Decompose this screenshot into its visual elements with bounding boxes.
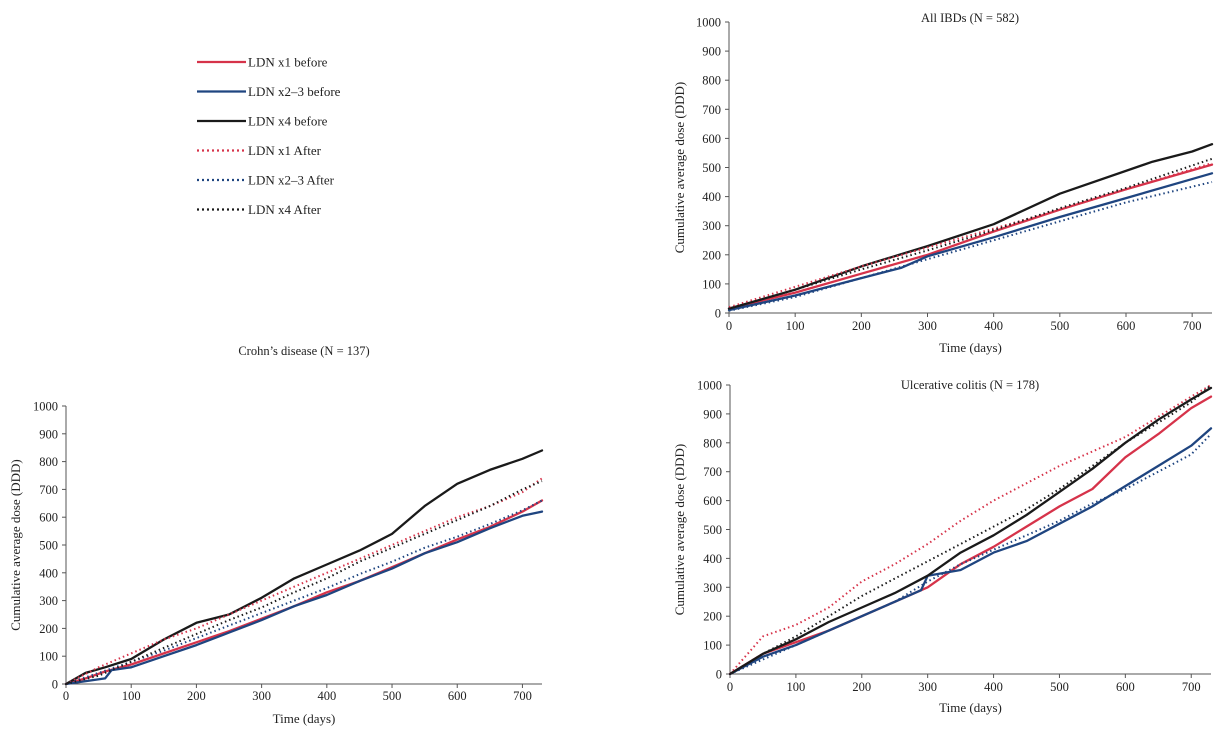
y-tick-label: 500 <box>39 539 58 553</box>
y-tick-label: 500 <box>702 161 721 175</box>
y-tick-label: 200 <box>39 622 58 636</box>
series-line-ldn-x4-after <box>65 480 543 685</box>
series-line-ldn-x2-3-after <box>729 433 1212 675</box>
x-tick-label: 200 <box>852 680 871 694</box>
y-tick-label: 0 <box>715 307 721 321</box>
y-tick-label: 700 <box>703 465 722 479</box>
y-axis-label: Cumulative average dose (DDD) <box>672 82 687 253</box>
x-tick-label: 700 <box>513 689 532 703</box>
x-tick-label: 500 <box>1050 319 1069 333</box>
y-tick-label: 800 <box>39 455 58 469</box>
y-axis-label: Cumulative average dose (DDD) <box>8 459 23 630</box>
y-tick-label: 600 <box>39 511 58 525</box>
chart-title: Ulcerative colitis (N = 178) <box>901 378 1039 392</box>
y-tick-label: 800 <box>703 436 722 450</box>
legend-item-ldn-x1-after: LDN x1 After <box>197 143 322 158</box>
y-tick-label: 400 <box>702 190 721 204</box>
series-line-ldn-x1-after <box>729 384 1212 675</box>
series-line-ldn-x4-before <box>64 449 544 686</box>
y-tick-label: 900 <box>702 45 721 59</box>
legend-label: LDN x4 After <box>248 202 322 217</box>
y-tick-label: 200 <box>703 610 722 624</box>
legend-item-ldn-x2-3-after: LDN x2–3 After <box>197 173 335 188</box>
x-tick-label: 300 <box>252 689 271 703</box>
series-line-ldn-x2-3-before <box>727 172 1214 312</box>
x-tick-label: 700 <box>1183 319 1202 333</box>
x-tick-label: 200 <box>187 689 206 703</box>
x-tick-label: 500 <box>383 689 402 703</box>
x-tick-label: 0 <box>727 680 733 694</box>
y-tick-label: 900 <box>39 427 58 441</box>
series-line-ldn-x2-3-after <box>65 499 543 685</box>
legend-item-ldn-x4-before: LDN x4 before <box>197 114 328 129</box>
x-tick-label: 400 <box>317 689 336 703</box>
x-axis-label: Time (days) <box>939 340 1002 355</box>
y-tick-label: 700 <box>39 483 58 497</box>
y-tick-label: 1000 <box>33 400 58 414</box>
series-line-ldn-x1-before <box>727 163 1214 310</box>
y-tick-label: 300 <box>703 581 722 595</box>
chart-ulcerative-colitis: 0 100 200 300 400 500 600 700 800 900 1000 0 100 200 3… <box>672 378 1213 715</box>
x-tick-label: 600 <box>1117 319 1136 333</box>
series-line-ldn-x2-3-after <box>728 181 1213 312</box>
y-tick-label: 1000 <box>696 16 721 30</box>
series-line-ldn-x4-after <box>729 384 1212 675</box>
chart-crohns-disease: 0 100 200 300 400 500 600 700 800 900 1000 0 100 200 3… <box>8 344 544 726</box>
x-axis-label: Time (days) <box>273 711 336 726</box>
y-tick-label: 1000 <box>697 379 722 393</box>
y-tick-label: 500 <box>703 523 722 537</box>
y-axis-label: Cumulative average dose (DDD) <box>672 444 687 615</box>
y-tick-label: 600 <box>703 494 722 508</box>
chart-title: All IBDs (N = 582) <box>921 11 1019 25</box>
y-tick-label: 0 <box>716 668 722 682</box>
x-tick-label: 300 <box>918 680 937 694</box>
legend: LDN x1 before LDN x2–3 before LDN x4 befor… <box>197 55 341 217</box>
x-tick-label: 600 <box>448 689 467 703</box>
chart-title: Crohn’s disease (N = 137) <box>238 344 369 358</box>
y-tick-label: 300 <box>702 219 721 233</box>
legend-label: LDN x1 After <box>248 143 322 158</box>
x-axis-label: Time (days) <box>939 700 1002 715</box>
legend-label: LDN x2–3 After <box>248 173 335 188</box>
x-tick-label: 400 <box>984 319 1003 333</box>
legend-item-ldn-x4-after: LDN x4 After <box>197 202 322 217</box>
x-tick-label: 0 <box>726 319 732 333</box>
x-tick-label: 500 <box>1050 680 1069 694</box>
series-line-ldn-x4-before <box>728 386 1213 676</box>
y-tick-label: 100 <box>702 277 721 291</box>
legend-label: LDN x4 before <box>248 114 328 129</box>
series-line-ldn-x4-before <box>727 143 1214 310</box>
x-tick-label: 600 <box>1116 680 1135 694</box>
chart-all-ibds: 0 100 200 300 400 500 600 700 800 900 1000 0 100 200 3… <box>672 11 1214 355</box>
x-tick-label: 100 <box>122 689 141 703</box>
y-tick-label: 100 <box>39 650 58 664</box>
legend-label: LDN x1 before <box>248 55 328 70</box>
y-tick-label: 100 <box>703 639 722 653</box>
x-tick-label: 100 <box>787 680 806 694</box>
y-tick-label: 300 <box>39 594 58 608</box>
series-line-ldn-x1-before <box>728 395 1213 676</box>
x-tick-label: 0 <box>63 689 69 703</box>
legend-item-ldn-x2-3-before: LDN x2–3 before <box>197 84 341 99</box>
x-tick-label: 300 <box>918 319 937 333</box>
x-tick-label: 700 <box>1182 680 1201 694</box>
y-tick-label: 0 <box>52 678 58 692</box>
series-line-ldn-x1-after <box>65 477 543 685</box>
y-tick-label: 900 <box>703 407 722 421</box>
legend-item-ldn-x1-before: LDN x1 before <box>197 55 328 70</box>
x-tick-label: 100 <box>786 319 805 333</box>
series-line-ldn-x1-after <box>728 162 1213 309</box>
y-tick-label: 700 <box>702 103 721 117</box>
x-tick-label: 400 <box>984 680 1003 694</box>
y-tick-label: 800 <box>702 74 721 88</box>
legend-label: LDN x2–3 before <box>248 84 341 99</box>
y-tick-label: 400 <box>39 566 58 580</box>
y-tick-label: 400 <box>703 552 722 566</box>
series-line-ldn-x4-after <box>728 157 1213 310</box>
y-tick-label: 600 <box>702 132 721 146</box>
series-line-ldn-x2-3-before <box>64 510 544 686</box>
y-tick-label: 200 <box>702 248 721 262</box>
x-tick-label: 200 <box>852 319 871 333</box>
